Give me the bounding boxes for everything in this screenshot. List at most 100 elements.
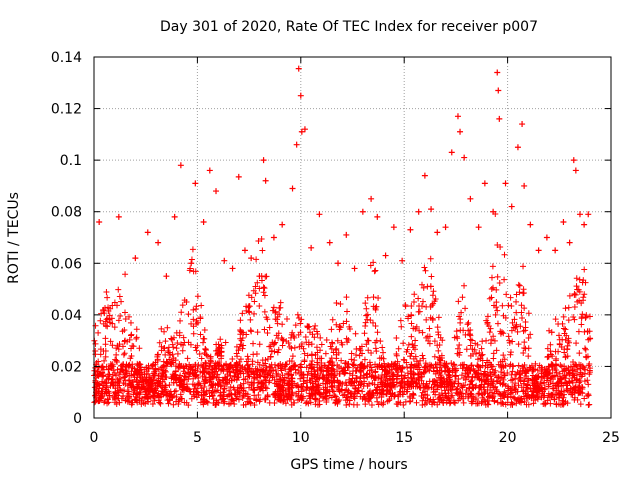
data-point xyxy=(508,203,515,210)
data-point xyxy=(521,182,528,189)
data-point xyxy=(122,337,129,344)
data-point xyxy=(213,188,220,195)
data-point xyxy=(495,87,502,94)
y-axis-label: ROTI / TECUs xyxy=(6,192,22,284)
data-point xyxy=(241,247,248,254)
data-point xyxy=(475,224,482,231)
data-point xyxy=(144,229,151,236)
data-point xyxy=(326,239,333,246)
data-point xyxy=(132,255,139,262)
y-tick-label: 0.06 xyxy=(51,256,82,272)
data-point xyxy=(576,211,583,218)
data-point xyxy=(96,219,103,226)
data-point xyxy=(454,113,461,120)
y-tick-label: 0.02 xyxy=(51,359,82,375)
data-point xyxy=(221,257,228,264)
data-point xyxy=(434,229,441,236)
x-axis-label: GPS time / hours xyxy=(290,457,407,473)
data-point xyxy=(359,208,366,215)
data-point xyxy=(298,128,305,135)
data-point xyxy=(171,213,178,220)
data-point xyxy=(374,213,381,220)
data-point xyxy=(293,141,300,148)
x-tick-label: 10 xyxy=(292,430,310,446)
x-tick-label: 25 xyxy=(602,430,620,446)
x-tick-label: 0 xyxy=(90,430,99,446)
y-tick-label: 0 xyxy=(73,411,82,427)
data-point xyxy=(399,257,406,264)
y-tick-label: 0.08 xyxy=(51,205,82,221)
data-point xyxy=(467,195,474,202)
data-point xyxy=(585,211,592,218)
data-point xyxy=(289,185,296,192)
data-point xyxy=(200,219,207,226)
data-point xyxy=(316,211,323,218)
data-point xyxy=(260,157,267,164)
data-point xyxy=(543,234,550,241)
data-point xyxy=(457,128,464,135)
y-tick-label: 0.14 xyxy=(51,50,82,66)
data-point xyxy=(188,260,195,267)
data-point xyxy=(560,219,567,226)
data-point xyxy=(519,121,526,128)
y-tick-label: 0.12 xyxy=(51,102,82,118)
data-point xyxy=(297,92,304,99)
data-point xyxy=(343,231,350,238)
data-point xyxy=(461,154,468,161)
data-point xyxy=(229,265,236,272)
data-point xyxy=(248,255,255,262)
data-point xyxy=(308,244,315,251)
data-point xyxy=(155,239,162,246)
plot-frame xyxy=(93,56,612,419)
data-point xyxy=(368,195,375,202)
data-point xyxy=(442,224,449,231)
x-tick-label: 5 xyxy=(193,430,202,446)
data-point xyxy=(295,65,302,72)
data-point xyxy=(301,126,308,133)
data-point xyxy=(494,69,501,76)
data-point xyxy=(421,172,428,179)
data-point xyxy=(256,273,263,280)
data-point xyxy=(270,234,277,241)
axis-ticks: 0 5 10 15 20 25 0 0.02 0.04 0.06 0.08 0.1 0.12 0.14 xyxy=(51,50,620,446)
dense-data-band xyxy=(91,210,594,409)
data-point xyxy=(235,173,242,180)
data-points xyxy=(93,65,592,396)
data-point xyxy=(279,221,286,228)
y-tick-label: 0.1 xyxy=(60,153,82,169)
chart-title: Day 301 of 2020, Rate Of TEC Index for r… xyxy=(160,19,538,35)
data-point xyxy=(382,252,389,259)
data-point xyxy=(581,221,588,228)
data-point xyxy=(527,221,534,228)
data-point xyxy=(335,260,342,267)
data-point xyxy=(428,206,435,213)
x-tick-label: 15 xyxy=(395,430,413,446)
data-point xyxy=(109,376,116,383)
data-point xyxy=(448,149,455,156)
data-point xyxy=(407,226,414,233)
dense-markers xyxy=(91,210,594,409)
data-point xyxy=(192,180,199,187)
data-point xyxy=(552,247,559,254)
y-tick-label: 0.04 xyxy=(51,308,82,324)
data-point xyxy=(163,273,170,280)
data-point xyxy=(490,208,497,215)
data-point xyxy=(390,224,397,231)
data-point xyxy=(514,144,521,151)
data-point xyxy=(502,180,509,187)
data-point xyxy=(206,167,213,174)
data-point xyxy=(481,180,488,187)
data-point xyxy=(570,157,577,164)
data-point xyxy=(262,177,269,184)
x-tick-label: 20 xyxy=(499,430,517,446)
data-point xyxy=(99,363,106,370)
data-point xyxy=(115,213,122,220)
data-point xyxy=(177,162,184,169)
data-point xyxy=(566,239,573,246)
data-point xyxy=(535,247,542,254)
data-point xyxy=(415,208,422,215)
data-point xyxy=(351,265,358,272)
data-point xyxy=(496,115,503,122)
